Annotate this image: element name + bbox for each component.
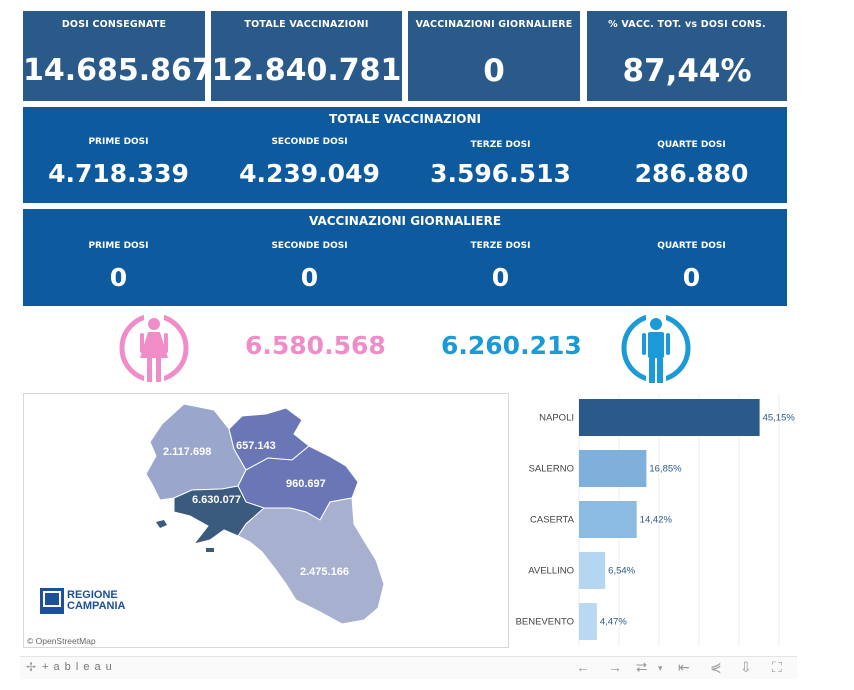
map-region-benevento[interactable] (228, 407, 310, 471)
share-icon[interactable]: ⋞ (710, 659, 722, 675)
vaccinazioni-giornaliere-panel: VACCINAZIONI GIORNALIERE PRIME DOSI 0 SE… (23, 209, 787, 306)
bar-value-label: 14,42% (640, 515, 673, 526)
map-label-avellino: 960.697 (286, 478, 326, 490)
stat-value: 0 (491, 263, 510, 292)
stat-quarte-dosi: QUARTE DOSI 286.880 (596, 140, 787, 188)
kpi-dosi-consegnate: DOSI CONSEGNATE 14.685.867 (23, 11, 213, 101)
stat-label: TERZE DOSI (470, 140, 531, 150)
tableau-brand[interactable]: + a b l e a u (42, 661, 113, 673)
stat-label: PRIME DOSI (88, 137, 149, 147)
kpi-value: 87,44% (622, 53, 752, 89)
redo-icon[interactable]: → (608, 659, 622, 675)
kpi-label: DOSI CONSEGNATE (61, 19, 167, 30)
panel-title: VACCINAZIONI GIORNALIERE (308, 214, 502, 228)
kpi-percentuale: % VACC. TOT. vs DOSI CONS. 87,44% (587, 11, 787, 101)
stat-quarte-dosi: QUARTE DOSI 0 (596, 241, 787, 292)
male-vaccinations-value: 6.260.213 (441, 331, 582, 360)
bar-value-label: 4,47% (600, 617, 627, 628)
female-vaccinations-value: 6.580.568 (245, 331, 386, 360)
stat-label: SECONDE DOSI (271, 137, 348, 147)
kpi-vaccinazioni-giornaliere: VACCINAZIONI GIORNALIERE 0 (408, 11, 580, 101)
kpi-label: VACCINAZIONI GIORNALIERE (415, 19, 573, 30)
campania-map[interactable]: 2.117.698 657.143 960.697 6.630.077 2.47… (23, 393, 509, 648)
undo-icon[interactable]: ← (576, 659, 590, 675)
map-attribution[interactable]: © OpenStreetMap (27, 636, 96, 646)
bar-value-label: 45,15% (763, 413, 796, 424)
stat-terze-dosi: TERZE DOSI 3.596.513 (405, 140, 596, 188)
tableau-toolbar: ✢ + a b l e a u ← → ⮂ ▾ ⇤ ⋞ ⇩ ⛶ (20, 656, 797, 679)
bar-napoli[interactable] (579, 399, 760, 436)
revert-icon[interactable]: ⮂ (636, 659, 648, 675)
kpi-label: TOTALE VACCINAZIONI (244, 19, 369, 30)
reset-icon[interactable]: ⇤ (678, 659, 690, 675)
stat-value: 3.596.513 (430, 159, 571, 188)
fullscreen-icon[interactable]: ⛶ (772, 659, 782, 675)
stat-label: QUARTE DOSI (657, 241, 726, 251)
province-bar-chart: NAPOLI 45,15% SALERNO 16,85% CASERTA 14,42% AV… (516, 394, 796, 646)
stat-value: 4.718.339 (48, 159, 189, 188)
svg-text:CAMPANIA: CAMPANIA (67, 600, 126, 612)
stat-label: PRIME DOSI (88, 241, 149, 251)
kpi-totale-vaccinazioni: TOTALE VACCINAZIONI 12.840.781 (211, 11, 402, 101)
map-label-caserta: 2.117.698 (163, 446, 211, 458)
stat-value: 0 (682, 263, 701, 292)
bar-avellino[interactable] (579, 552, 606, 589)
bar-category-label: AVELLINO (528, 566, 574, 577)
svg-text:REGIONE: REGIONE (67, 589, 118, 601)
stat-terze-dosi: TERZE DOSI 0 (405, 241, 596, 292)
bar-value-label: 6,54% (608, 566, 635, 577)
stat-prime-dosi: PRIME DOSI 4.718.339 (23, 137, 214, 188)
kpi-value: 14.685.867 (23, 53, 213, 88)
totale-vaccinazioni-panel: TOTALE VACCINAZIONI PRIME DOSI 4.718.339… (23, 107, 787, 203)
bar-category-label: CASERTA (530, 515, 575, 526)
stat-label: QUARTE DOSI (657, 140, 726, 150)
map-label-benevento: 657.143 (236, 440, 276, 452)
bar-salerno[interactable] (579, 450, 647, 487)
stat-seconde-dosi: SECONDE DOSI 0 (214, 241, 405, 292)
kpi-label: % VACC. TOT. vs DOSI CONS. (608, 19, 766, 30)
map-island-capri (206, 548, 214, 552)
stat-value: 4.239.049 (239, 159, 380, 188)
stat-seconde-dosi: SECONDE DOSI 4.239.049 (214, 137, 405, 188)
panel-title: TOTALE VACCINAZIONI (329, 112, 481, 126)
download-icon[interactable]: ⇩ (740, 659, 752, 675)
bar-value-label: 16,85% (649, 464, 682, 475)
regione-campania-logo: REGIONE CAMPANIA (40, 588, 126, 614)
bar-category-label: BENEVENTO (516, 617, 574, 628)
stat-value: 286.880 (634, 159, 749, 188)
map-label-salerno: 2.475.166 (300, 566, 349, 578)
map-label-napoli: 6.630.077 (192, 494, 241, 506)
bar-benevento[interactable] (579, 603, 597, 640)
bar-category-label: SALERNO (529, 464, 574, 475)
revert-dropdown-icon[interactable]: ▾ (658, 663, 663, 673)
map-svg: 2.117.698 657.143 960.697 6.630.077 2.47… (27, 403, 385, 646)
bar-caserta[interactable] (579, 501, 637, 538)
female-icon (119, 312, 189, 384)
stat-prime-dosi: PRIME DOSI 0 (23, 241, 214, 292)
male-icon (621, 312, 691, 384)
stat-label: TERZE DOSI (470, 241, 531, 251)
bar-category-label: NAPOLI (539, 413, 574, 424)
kpi-value: 0 (483, 53, 505, 89)
tableau-logo-icon[interactable]: ✢ (26, 660, 37, 674)
stat-value: 0 (109, 263, 128, 292)
stat-label: SECONDE DOSI (271, 241, 348, 251)
stat-value: 0 (300, 263, 319, 292)
kpi-value: 12.840.781 (211, 53, 402, 88)
map-island-ischia (156, 520, 167, 528)
map-region-salerno[interactable] (237, 497, 385, 625)
